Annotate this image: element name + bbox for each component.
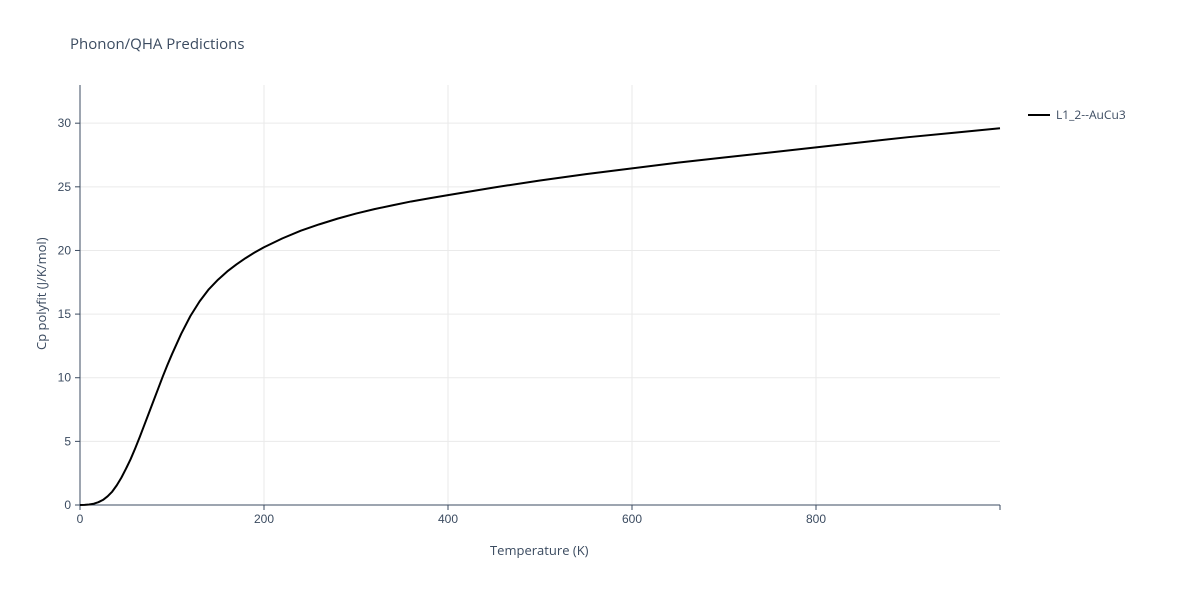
x-tick-label: 0 <box>77 512 84 526</box>
y-tick-label: 15 <box>58 307 72 321</box>
y-tick-label: 25 <box>58 180 72 194</box>
x-axis-label: Temperature (K) <box>490 541 589 559</box>
y-tick-label: 5 <box>64 434 71 448</box>
y-tick-label: 20 <box>58 243 72 257</box>
series-line <box>80 128 1000 505</box>
x-tick-label: 200 <box>254 512 274 526</box>
x-tick-label: 800 <box>806 512 826 526</box>
x-tick-label: 600 <box>622 512 642 526</box>
y-tick-label: 30 <box>58 116 72 130</box>
y-tick-label: 10 <box>58 371 72 385</box>
legend: L1_2--AuCu3 <box>1028 106 1126 123</box>
legend-label: L1_2--AuCu3 <box>1056 106 1126 123</box>
chart-svg: 0 200 400 600 800 0 5 10 15 20 25 30 <box>0 0 1200 600</box>
y-axis-label: Cp polyfit (J/K/mol) <box>32 237 50 350</box>
x-tick-label: 400 <box>438 512 458 526</box>
chart-container: { "chart": { "type": "line", "title": "P… <box>0 0 1200 600</box>
y-tick-label: 0 <box>64 498 71 512</box>
chart-title: Phonon/QHA Predictions <box>70 34 245 54</box>
legend-swatch <box>1028 114 1050 116</box>
